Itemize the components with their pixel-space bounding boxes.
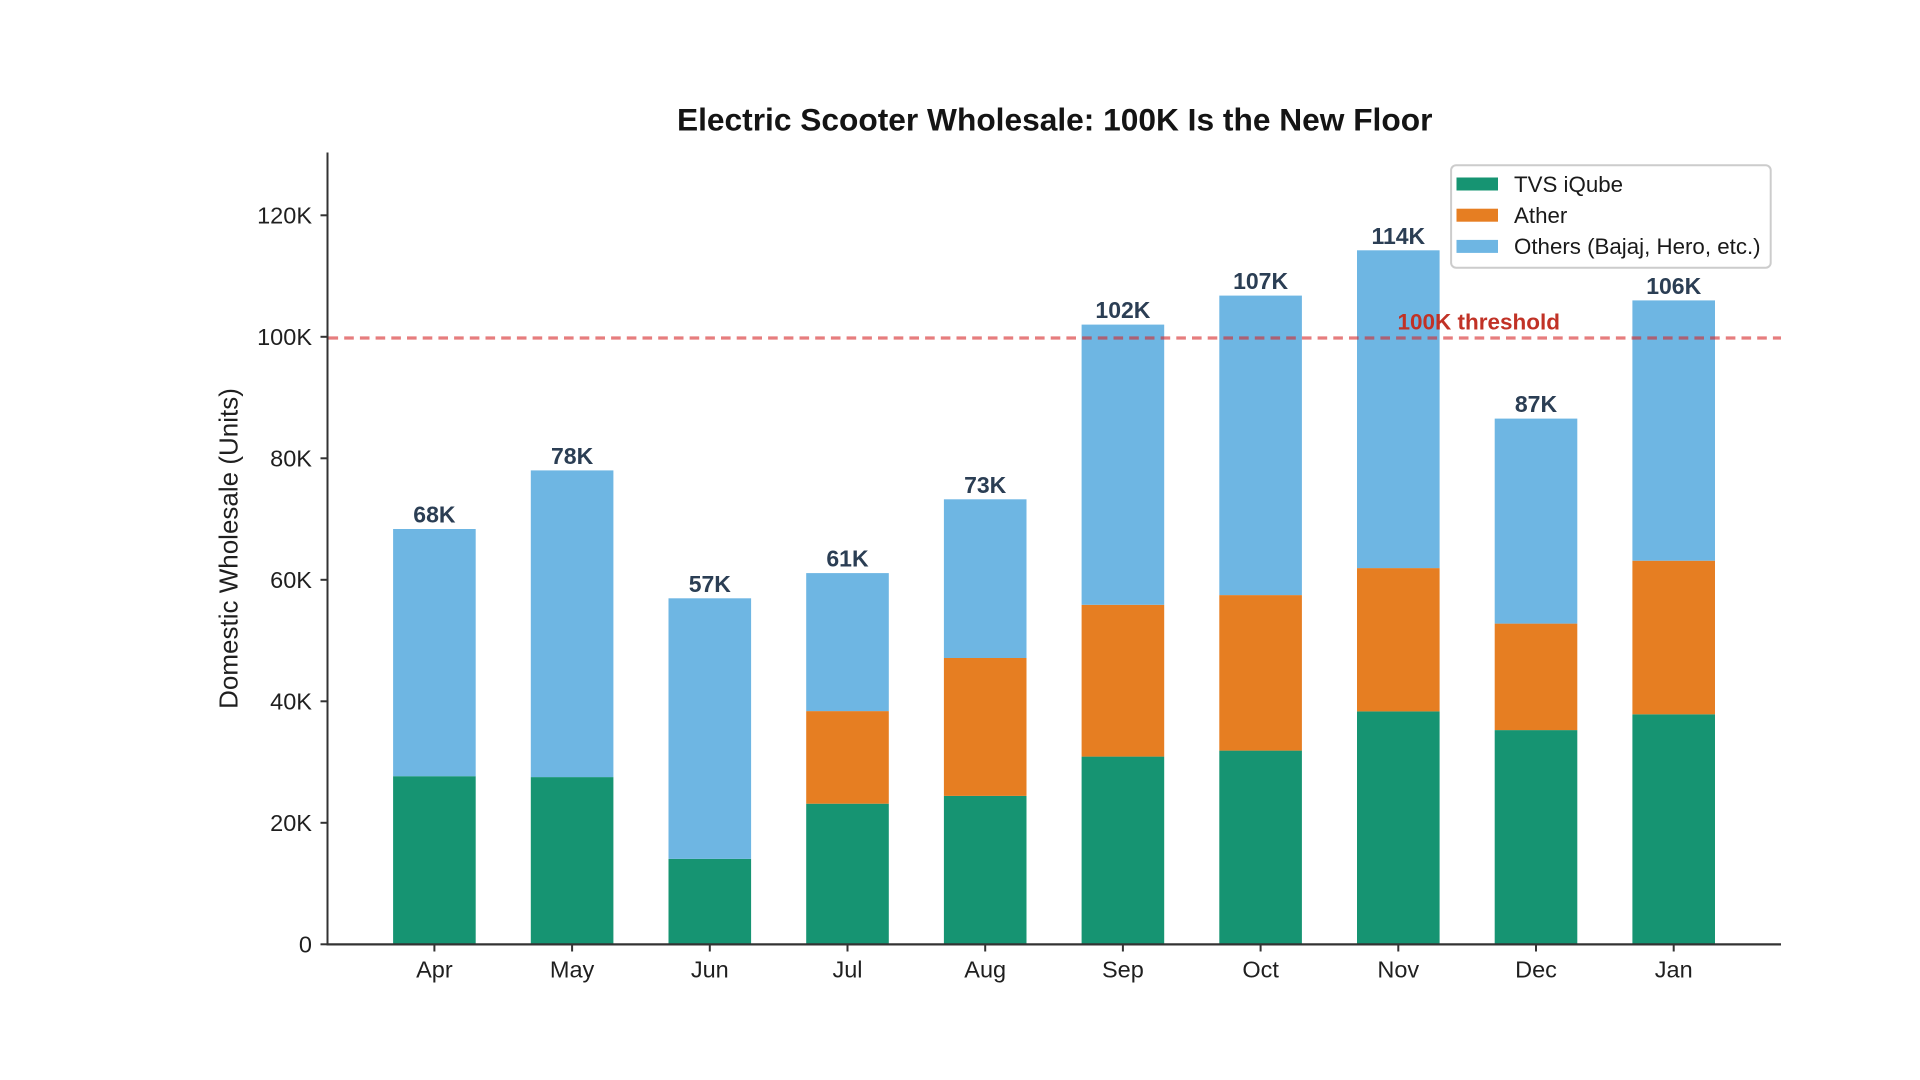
svg-text:Nov: Nov (1377, 957, 1419, 983)
svg-text:40K: 40K (270, 688, 312, 714)
svg-text:78K: 78K (551, 443, 594, 469)
svg-text:0: 0 (299, 931, 312, 957)
svg-text:102K: 102K (1095, 297, 1150, 323)
svg-text:Jul: Jul (832, 957, 862, 983)
svg-text:120K: 120K (257, 202, 312, 228)
svg-text:Sep: Sep (1102, 957, 1144, 983)
svg-text:106K: 106K (1646, 273, 1701, 299)
svg-text:Aug: Aug (964, 957, 1006, 983)
svg-text:TVS iQube: TVS iQube (1514, 172, 1623, 197)
svg-text:61K: 61K (826, 546, 869, 572)
svg-text:Domestic Wholesale (Units): Domestic Wholesale (Units) (214, 388, 244, 709)
svg-text:Others (Bajaj, Hero, etc.): Others (Bajaj, Hero, etc.) (1514, 234, 1761, 259)
svg-text:87K: 87K (1515, 391, 1558, 417)
svg-text:Ather: Ather (1514, 203, 1568, 228)
svg-text:100K: 100K (257, 324, 312, 350)
svg-text:80K: 80K (270, 445, 312, 471)
svg-text:Apr: Apr (416, 957, 453, 983)
svg-text:Jan: Jan (1655, 957, 1693, 983)
svg-text:107K: 107K (1233, 268, 1288, 294)
svg-text:Dec: Dec (1515, 957, 1557, 983)
svg-text:Jun: Jun (691, 957, 729, 983)
svg-text:114K: 114K (1371, 223, 1425, 249)
svg-text:57K: 57K (689, 571, 732, 597)
svg-text:100K threshold: 100K threshold (1397, 309, 1560, 334)
svg-text:Electric Scooter Wholesale: 10: Electric Scooter Wholesale: 100K Is the … (677, 102, 1432, 138)
svg-text:20K: 20K (270, 810, 312, 836)
svg-text:Oct: Oct (1242, 957, 1279, 983)
svg-text:68K: 68K (413, 502, 456, 528)
svg-text:73K: 73K (964, 472, 1007, 498)
svg-text:May: May (550, 957, 595, 983)
svg-text:60K: 60K (270, 567, 312, 593)
